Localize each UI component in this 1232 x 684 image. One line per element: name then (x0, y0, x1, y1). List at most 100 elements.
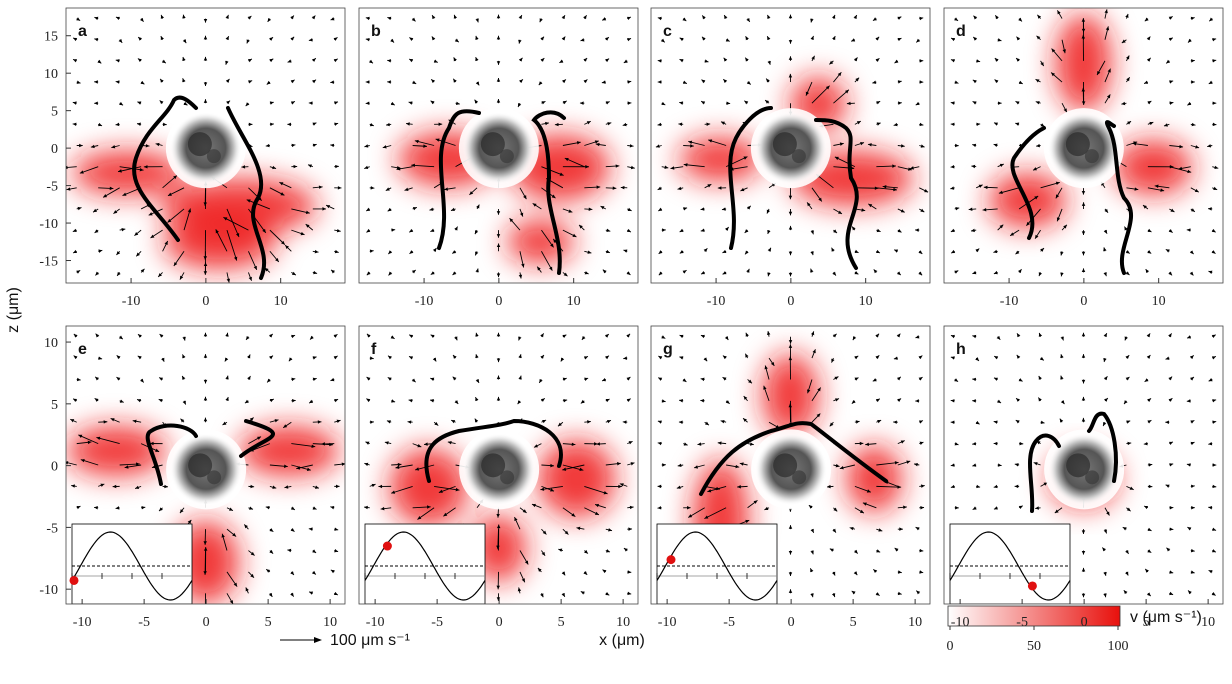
flow-arrow-head (334, 249, 339, 254)
flow-arrow-head (366, 333, 371, 338)
flagellum (437, 109, 481, 250)
flow-arrow-head (994, 79, 999, 84)
flow-arrow-head (839, 142, 844, 146)
flow-arrow-head (268, 333, 273, 338)
flow-arrow-head (788, 225, 793, 230)
flow-arrow-head (518, 354, 522, 359)
flow-arrow-head (540, 36, 544, 41)
flow-arrow-head (605, 355, 610, 360)
x-tick-label: -10 (1000, 294, 1019, 309)
phase-inset (949, 523, 1071, 604)
flow-arrow-head (290, 15, 294, 20)
flow-arrow-head (137, 355, 142, 360)
flow-arrow-head (1057, 10, 1061, 15)
flow-arrow-head (391, 228, 396, 232)
flow-arrow-head (595, 142, 600, 147)
flow-arrow-head (1190, 548, 1195, 553)
flow-arrow-head (149, 441, 154, 446)
flow-arrow-head (950, 122, 955, 127)
flow-arrow-head (94, 16, 99, 21)
x-tick-label: 0 (202, 294, 209, 309)
panel-inner (359, 326, 638, 604)
flow-arrow-head (387, 80, 391, 84)
cell-detail (481, 453, 506, 478)
flow-arrow-head (246, 335, 250, 340)
flow-arrow-head (541, 101, 546, 105)
cell-detail (1066, 453, 1091, 478)
flow-arrow-head (596, 185, 601, 189)
flow-arrow-head (877, 419, 882, 424)
speed-blob (71, 151, 184, 195)
flow-arrow-head (584, 549, 588, 554)
flow-arrow-head (973, 37, 978, 41)
flow-arrow-head (453, 78, 457, 83)
flow-arrow-head (832, 333, 837, 338)
flow-arrow-head (1104, 398, 1108, 402)
cell-detail (206, 149, 221, 164)
flow-arrow-head (807, 202, 811, 207)
flow-arrow-head (725, 400, 730, 404)
flow-arrow (540, 485, 563, 491)
colorbar-tick-label: 0 (947, 639, 954, 654)
flow-arrow-head (707, 489, 712, 493)
flow-arrow-head (397, 462, 402, 467)
flow-arrow-head (182, 400, 186, 405)
flow-arrow-head (366, 271, 371, 276)
flow-arrow-head (900, 144, 905, 148)
flow-arrow-head (134, 232, 139, 236)
flow-arrow-head (145, 144, 150, 148)
flow-arrow-head (583, 57, 588, 62)
flow-arrow-head (98, 122, 103, 127)
flow-arrow-head (852, 336, 857, 341)
flow-arrow-head (94, 101, 98, 105)
flow-arrow-head (993, 143, 998, 147)
flow-arrow-head (900, 209, 905, 213)
flow-arrow-head (1126, 77, 1130, 82)
flow-arrow-head (722, 249, 727, 254)
flow-arrow-head (496, 273, 501, 278)
flow-arrow-head (496, 585, 500, 590)
flow-arrow-head (627, 570, 632, 574)
flow-arrow-head (918, 271, 923, 276)
flow-arrow-head (788, 550, 793, 555)
flow-arrow-head (955, 207, 960, 211)
flow-arrow-head (540, 398, 545, 402)
flow-arrow-head (203, 417, 208, 422)
flow-arrow-head (97, 59, 102, 64)
flow-arrow-head (723, 79, 728, 83)
flow-arrow-head (626, 16, 631, 21)
flow-arrow-head (309, 399, 314, 404)
flow-arrow-head (411, 17, 416, 22)
flow-arrow-head (743, 156, 748, 160)
flow-arrow-head (831, 14, 836, 19)
flow-arrow-head (119, 399, 124, 403)
flow-arrow-head (365, 80, 370, 84)
flow-arrow-head (311, 58, 316, 62)
flow-arrow-head (658, 207, 663, 211)
flow-arrow-head (993, 484, 998, 489)
flow-arrow-head (94, 80, 98, 84)
flow-arrow-head (406, 122, 410, 126)
flagellum (1010, 126, 1046, 240)
panel-inner (66, 8, 345, 283)
flow-arrow-head (387, 207, 392, 212)
flow-arrow-head (1103, 358, 1107, 362)
flow-arrow-head (993, 506, 998, 510)
flow-arrow-head (563, 272, 568, 277)
flow-arrow-head (893, 122, 898, 127)
flagellum (1104, 120, 1133, 275)
flow-arrow-head (290, 506, 295, 510)
flow-arrow-head (1081, 34, 1086, 39)
flow-arrow-head (626, 398, 631, 403)
flow-arrow-head (1037, 14, 1042, 19)
flow-arrow-head (657, 484, 662, 489)
flow-arrow-head (447, 441, 452, 445)
flow-arrow-head (203, 541, 207, 545)
flow-arrow-head (562, 100, 567, 105)
flow-arrow-head (918, 250, 923, 254)
flow-arrow-head (584, 271, 589, 275)
flow-arrow-head (312, 549, 317, 553)
flow-arrow-head (1036, 35, 1041, 40)
flow-arrow-head (630, 165, 635, 170)
flow-arrow-head (898, 101, 902, 105)
